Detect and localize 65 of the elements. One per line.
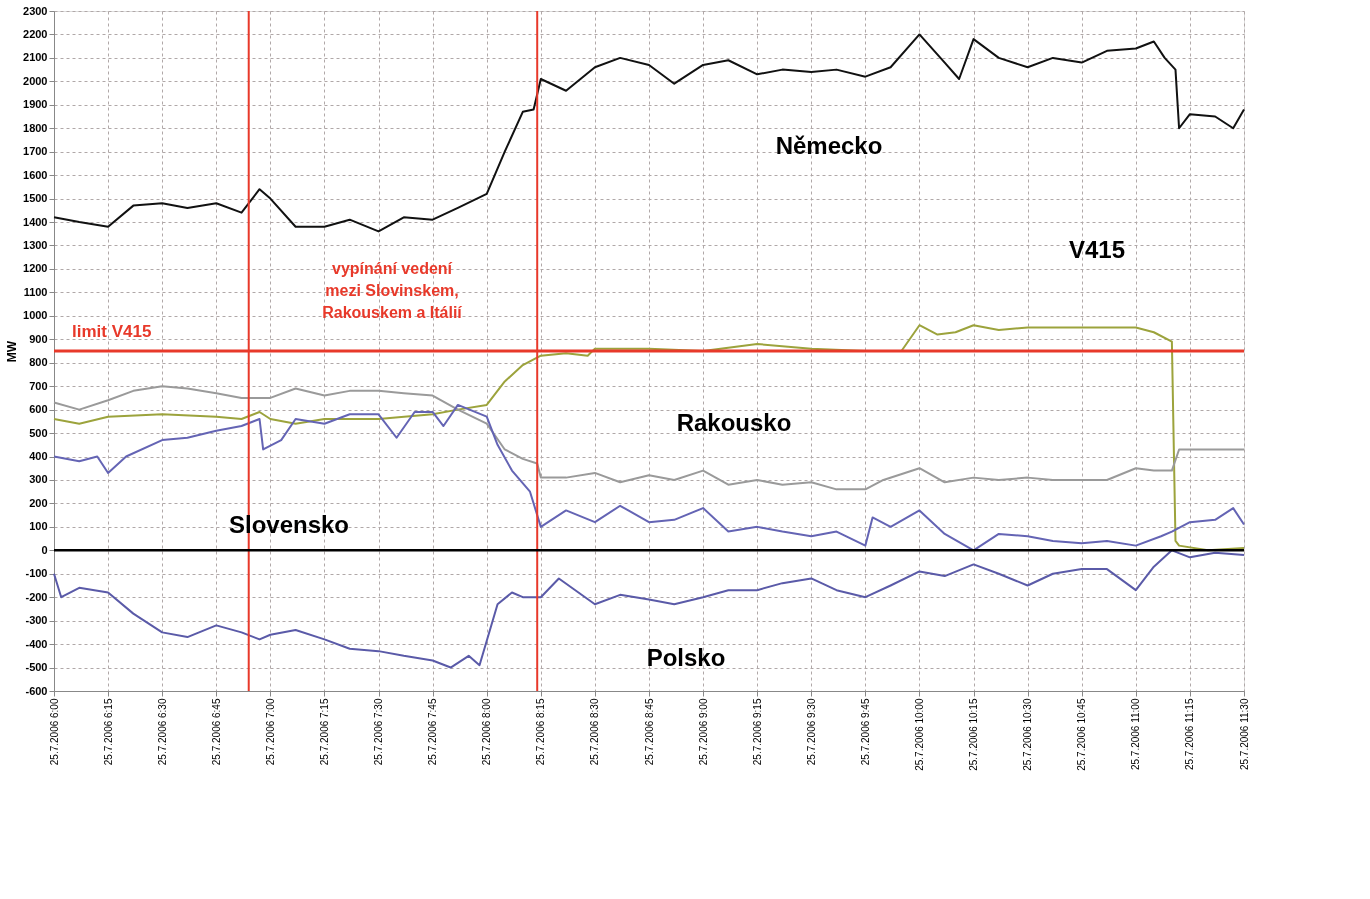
y-tick-label: 1000 bbox=[23, 309, 48, 322]
line-series bbox=[53, 403, 1245, 552]
text: V415 bbox=[1068, 236, 1126, 263]
y-tick-label: 2100 bbox=[23, 51, 48, 64]
line-series bbox=[53, 324, 1245, 552]
y-tick-label: -100 bbox=[25, 567, 48, 580]
x-tick-label: 25.7.2006 11:00 bbox=[1130, 698, 1142, 771]
series-label: Rakousko bbox=[676, 409, 792, 436]
y-tick-label: 1700 bbox=[23, 145, 48, 158]
y-tick-label: -200 bbox=[25, 590, 48, 603]
annotation: vypínání vedení mezi Slovinskem, Rakouskem a Itálií bbox=[322, 260, 463, 321]
y-tick-label: -400 bbox=[25, 637, 48, 650]
y-tick-label: 1600 bbox=[23, 168, 48, 181]
y-tick-label: 100 bbox=[29, 520, 48, 533]
x-tick-label: 25.7.2006 11:15 bbox=[1184, 698, 1196, 771]
x-tick-label: 25.7.2006 9:00 bbox=[697, 698, 709, 766]
x-tick-label: 25.7.2006 7:15 bbox=[318, 698, 330, 766]
x-tick-label: 25.7.2006 9:30 bbox=[805, 698, 817, 766]
y-tick-label: -600 bbox=[25, 684, 48, 697]
line-series bbox=[53, 549, 1245, 669]
x-tick-label: 25.7.2006 8:45 bbox=[643, 698, 655, 766]
y-tick-label: 600 bbox=[29, 403, 48, 416]
y-tick-label: 0 bbox=[41, 543, 48, 556]
x-tick-label: 25.7.2006 6:45 bbox=[210, 698, 222, 766]
x-tick-label: 25.7.2006 10:30 bbox=[1022, 698, 1034, 771]
x-tick-label: 25.7.2006 10:45 bbox=[1076, 698, 1088, 771]
x-tick-label: 25.7.2006 9:45 bbox=[859, 698, 871, 766]
y-tick-label: 2000 bbox=[23, 74, 48, 87]
x-tick-label: 25.7.2006 8:15 bbox=[535, 698, 547, 766]
x-tick-label: 25.7.2006 7:30 bbox=[373, 698, 385, 766]
ref-line-label: limit V415 bbox=[72, 322, 152, 341]
y-tick-label: 2200 bbox=[23, 27, 48, 40]
y-tick-label: 1200 bbox=[23, 262, 48, 275]
y-tick-label: 900 bbox=[29, 332, 48, 345]
y-tick-label: 1500 bbox=[23, 192, 48, 205]
x-tick-label: 25.7.2006 10:15 bbox=[968, 698, 980, 771]
x-tick-label: 25.7.2006 9:15 bbox=[751, 698, 763, 766]
y-tick-label: 1100 bbox=[23, 285, 48, 298]
y-tick-label: 1400 bbox=[23, 215, 48, 228]
x-tick-label: 25.7.2006 6:30 bbox=[156, 698, 168, 766]
y-tick-label: 800 bbox=[29, 356, 48, 369]
y-tick-label: 200 bbox=[29, 496, 48, 509]
y-tick-label: 700 bbox=[29, 379, 48, 392]
y-tick-label: 1300 bbox=[23, 238, 48, 251]
y-tick-label: 1800 bbox=[23, 121, 48, 134]
y-tick-label: -500 bbox=[25, 661, 48, 674]
x-tick-label: 25.7.2006 6:00 bbox=[48, 698, 60, 766]
x-tick-label: 25.7.2006 8:00 bbox=[481, 698, 493, 766]
x-tick-label: 25.7.2006 7:45 bbox=[427, 698, 439, 766]
y-tick-label: 300 bbox=[29, 473, 48, 486]
line-series bbox=[53, 33, 1245, 233]
x-tick-label: 25.7.2006 6:15 bbox=[102, 698, 114, 766]
text: Německo bbox=[775, 132, 883, 159]
x-tick-label: 25.7.2006 11:30 bbox=[1238, 698, 1250, 771]
y-axis-title: MW bbox=[5, 340, 20, 363]
y-tick-label: 400 bbox=[29, 450, 48, 463]
x-tick-label: 25.7.2006 8:30 bbox=[589, 698, 601, 766]
line-series bbox=[53, 385, 1245, 491]
series-label: Polsko bbox=[646, 644, 726, 671]
y-tick-label: -300 bbox=[25, 614, 48, 627]
y-tick-label: 500 bbox=[29, 426, 48, 439]
y-tick-label: 1900 bbox=[23, 98, 48, 111]
y-tick-label: 2300 bbox=[23, 4, 48, 17]
x-tick-label: 25.7.2006 10:00 bbox=[913, 698, 925, 771]
x-tick-label: 25.7.2006 7:00 bbox=[264, 698, 276, 766]
